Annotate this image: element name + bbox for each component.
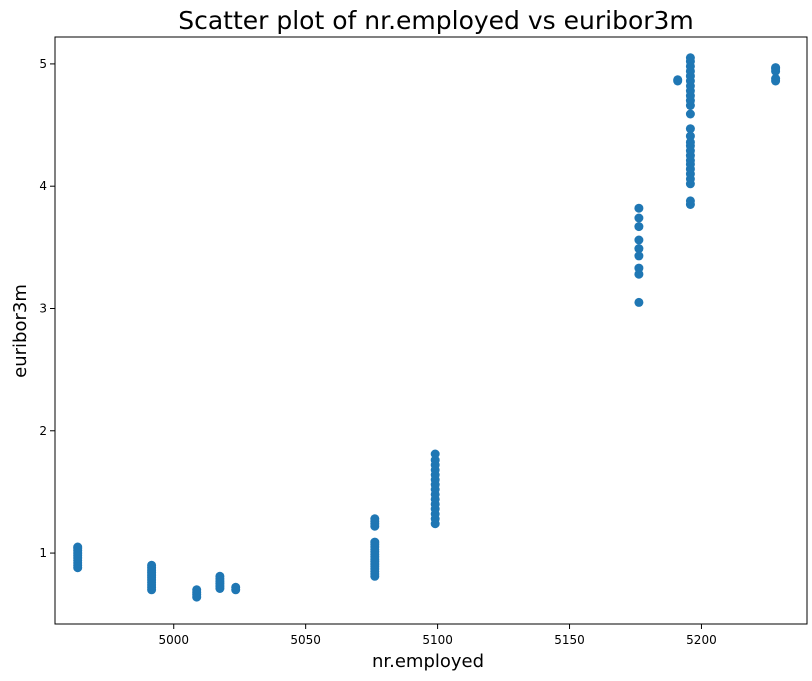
scatter-point: [147, 560, 157, 570]
y-tick-label: 1: [39, 546, 47, 560]
scatter-point: [673, 75, 683, 85]
scatter-point: [634, 263, 644, 273]
x-tick-label: 5050: [290, 633, 321, 647]
chart-title: Scatter plot of nr.employed vs euribor3m: [178, 6, 694, 35]
scatter-point: [215, 571, 225, 581]
y-tick-label: 2: [39, 424, 47, 438]
y-tick-label: 5: [39, 57, 47, 71]
y-axis: 1 2 3 4 5: [39, 57, 55, 560]
x-axis-label: nr.employed: [372, 651, 484, 672]
scatter-point: [685, 109, 695, 119]
y-tick-label: 4: [39, 179, 47, 193]
scatter-point: [685, 124, 695, 134]
scatter-point: [771, 63, 781, 73]
points-layer: [73, 53, 781, 602]
scatter-point: [430, 449, 440, 459]
scatter-point: [73, 542, 83, 552]
scatter-point: [634, 244, 644, 254]
scatter-point: [685, 53, 695, 63]
scatter-point: [370, 514, 380, 524]
scatter-point: [231, 582, 241, 592]
scatter-point: [685, 131, 695, 141]
scatter-point: [634, 297, 644, 307]
scatter-point: [634, 213, 644, 223]
x-axis: 5000 5050 5100 5150 5200: [158, 624, 717, 647]
x-tick-label: 5100: [422, 633, 453, 647]
y-tick-label: 3: [39, 301, 47, 315]
scatter-point: [685, 196, 695, 206]
scatter-point: [192, 585, 202, 595]
plot-frame: [54, 36, 808, 625]
scatter-point: [771, 74, 781, 84]
scatter-point: [370, 537, 380, 547]
scatter-point: [634, 251, 644, 261]
scatter-point: [634, 203, 644, 213]
x-tick-label: 5150: [554, 633, 585, 647]
scatter-point: [634, 222, 644, 232]
y-axis-label: euribor3m: [10, 284, 31, 378]
x-tick-label: 5200: [686, 633, 717, 647]
scatter-point: [634, 235, 644, 245]
x-tick-label: 5000: [158, 633, 189, 647]
